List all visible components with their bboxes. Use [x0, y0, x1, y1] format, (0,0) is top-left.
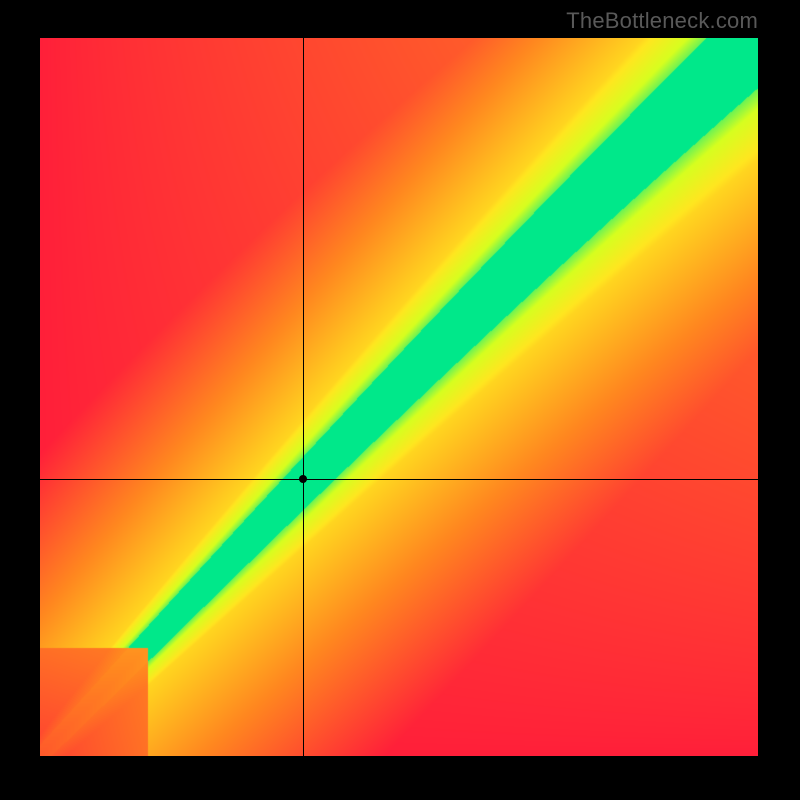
crosshair-vertical: [303, 38, 304, 756]
heatmap-canvas: [40, 38, 758, 756]
marker-dot: [299, 475, 307, 483]
crosshair-horizontal: [40, 479, 758, 480]
watermark-text: TheBottleneck.com: [566, 8, 758, 34]
heatmap-plot: [40, 38, 758, 756]
